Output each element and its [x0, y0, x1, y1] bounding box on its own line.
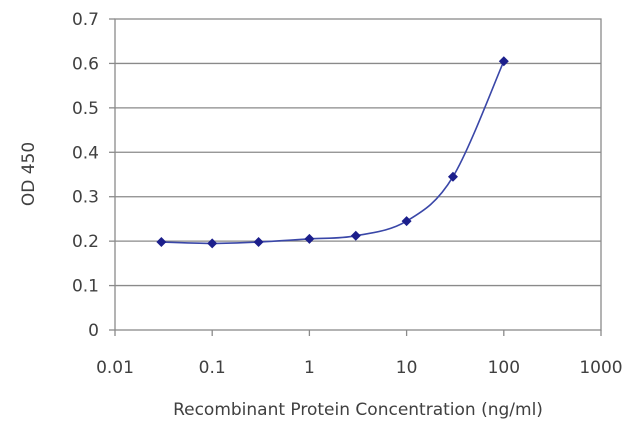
x-tick-label: 0.01	[96, 358, 134, 378]
y-tick-label: 0.4	[72, 143, 99, 163]
y-tick-label: 0.6	[72, 54, 99, 74]
y-tick-label: 0	[88, 321, 99, 341]
y-axis-label: OD 450	[19, 142, 39, 206]
y-tick-label: 0.5	[72, 99, 99, 119]
data-point	[350, 230, 361, 241]
data-point	[401, 216, 412, 227]
data-point	[253, 237, 264, 248]
plot-area	[114, 18, 602, 331]
y-tick-label: 0.3	[72, 188, 99, 208]
y-tick-label: 0.1	[72, 277, 99, 297]
data-point	[498, 56, 509, 67]
data-point	[304, 233, 315, 244]
gridlines	[115, 62, 601, 287]
fit-curve	[161, 60, 505, 245]
y-tick-label: 0.2	[72, 232, 99, 252]
data-points	[156, 56, 509, 249]
x-tick-label: 10	[396, 358, 418, 378]
data-point	[156, 237, 167, 248]
tick-marks	[109, 18, 602, 336]
data-point	[207, 238, 218, 249]
x-tick-label: 100	[488, 358, 520, 378]
data-point	[447, 171, 458, 182]
y-tick-labels: 0 0.1 0.2 0.3 0.4 0.5 0.6 0.7	[72, 10, 99, 341]
x-tick-label: 1000	[579, 358, 622, 378]
x-tick-label: 0.1	[199, 358, 226, 378]
y-tick-label: 0.7	[72, 10, 99, 30]
x-tick-label: 1	[304, 358, 315, 378]
x-axis-label: Recombinant Protein Concentration (ng/ml…	[173, 400, 543, 420]
x-tick-labels: 0.01 0.1 1 10 100 1000	[96, 358, 623, 378]
